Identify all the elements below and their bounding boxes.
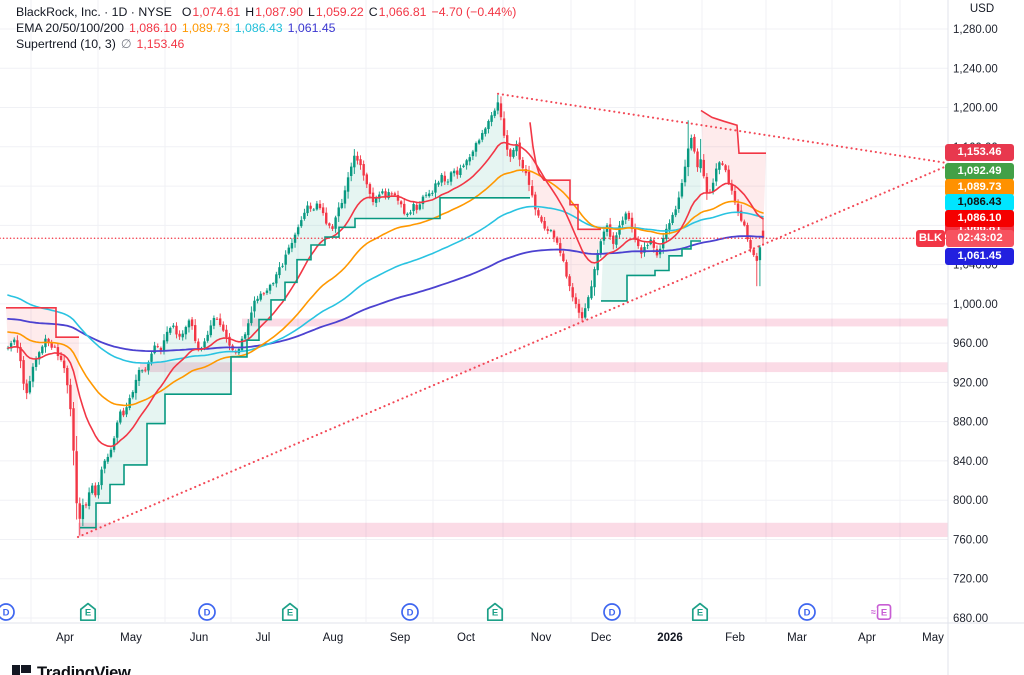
low-value: 1,059.22 [315,5,364,19]
ema50-value: 1,089.73 [181,21,230,35]
month-label-apr: Apr [56,632,74,644]
month-label-mar: Mar [787,632,807,644]
tradingview-logo-icon [12,664,31,675]
price-tick-label: 880.00 [953,417,988,429]
month-label-feb: Feb [725,632,745,644]
symbol-price-badge: BLK [916,229,945,247]
month-label-sep: Sep [390,632,410,644]
dividend-marker-letter: D [3,608,10,619]
dividend-marker[interactable]: D [401,603,419,621]
price-tick-label: 960.00 [953,338,988,350]
earnings-marker-letter: E [492,608,498,619]
supertrend-line-down [529,122,601,231]
price-tick-label: 800.00 [953,495,988,507]
open-value: 1,074.61 [192,5,241,19]
month-label-aug: Aug [323,632,343,644]
close-value: 1,066.81 [378,5,427,19]
chart-legend: BlackRock, Inc. · 1D · NYSE O 1,074.61 H… [16,4,521,52]
high-label: H [245,5,255,19]
ema-label: EMA 20/50/100/200 [16,21,125,35]
dividend-marker-letter: D [407,608,414,619]
symbol-legend-row[interactable]: BlackRock, Inc. · 1D · NYSE O 1,074.61 H… [16,4,521,20]
price-tick-label: 760.00 [953,534,988,546]
dividend-marker[interactable]: D [798,603,816,621]
price-tick-label: 1,280.00 [953,24,998,36]
dividend-marker-letter: D [804,608,811,619]
tradingview-logo[interactable]: TradingView [12,664,131,675]
month-label-2026: 2026 [657,632,683,644]
price-tick-label: 920.00 [953,377,988,389]
price-tick-label: 1,000.00 [953,299,998,311]
ema-legend-row[interactable]: EMA 20/50/100/200 1,086.10 1,089.73 1,08… [16,20,521,36]
month-label-oct: Oct [457,632,476,644]
month-label-dec: Dec [591,632,612,644]
ema200-line [7,235,764,352]
close-label: C [368,5,378,19]
earnings-marker[interactable]: E [79,602,97,622]
support-zone [78,522,948,538]
supertrend-value-badge: 1,153.46 [945,143,1014,161]
earnings-marker-letter: E [697,608,703,619]
approx-icon: ≈ [871,607,876,617]
support-zone [242,318,948,327]
symbol-title: BlackRock, Inc. · 1D · NYSE [16,5,172,19]
hide-icon[interactable]: ∅ [120,37,132,51]
dividend-marker[interactable]: D [198,603,216,621]
candlestick-series [6,94,765,536]
supertrend-line-up [601,240,701,302]
dividend-marker-letter: D [609,608,616,619]
ema50-line [7,169,764,407]
month-label-nov: Nov [531,632,552,644]
dividend-marker-letter: D [204,608,211,619]
price-tick-label: 1,200.00 [953,103,998,115]
supertrend-line-up [80,197,530,529]
change-value: −4.70 (−0.44%) [431,5,517,19]
currency-label: USD [969,3,995,15]
supertrend-legend-row[interactable]: Supertrend (10, 3) ∅ 1,153.46 [16,36,521,52]
ema20-badge: 1,086.10 [945,209,1014,227]
time-axis[interactable] [0,624,948,654]
ascending-support-trendline[interactable] [76,164,948,539]
supertrend-line-down [700,109,766,154]
month-label-may: May [922,632,944,644]
price-tick-label: 840.00 [953,456,988,468]
low-label: L [308,5,315,19]
tradingview-logo-text: TradingView [37,664,131,675]
ema20-value: 1,086.10 [129,21,177,35]
green-level-badge: 1,092.49 [945,162,1014,180]
ema20-line [7,141,764,448]
earnings-marker-letter: E [287,608,293,619]
dividend-marker[interactable]: D [603,603,621,621]
month-label-apr: Apr [858,632,876,644]
earnings-estimate-marker-letter: E [881,608,887,619]
ema200-value: 1,061.45 [287,21,336,35]
price-tick-label: 720.00 [953,574,988,586]
earnings-marker[interactable]: E [486,602,504,622]
earnings-estimate-marker[interactable]: ≈ E [870,603,892,621]
dividend-marker[interactable]: D [0,603,15,621]
supertrend-value: 1,153.46 [136,37,185,51]
ema100-badge: 1,086.43 [945,193,1014,211]
supertrend-label: Supertrend (10, 3) [16,37,116,51]
price-tick-label: 1,240.00 [953,63,998,75]
plot-area[interactable] [0,0,948,622]
ema100-line [7,205,764,364]
high-value: 1,087.90 [255,5,304,19]
earnings-marker-letter: E [85,608,91,619]
bar-countdown-badge: 02:43:02 [946,229,1014,247]
open-label: O [181,5,192,19]
earnings-marker[interactable]: E [281,602,299,622]
ema200-badge: 1,061.45 [945,247,1014,265]
month-label-may: May [120,632,142,644]
supertrend-line-down [6,307,79,338]
ema50-badge: 1,089.73 [945,178,1014,196]
month-label-jun: Jun [190,632,209,644]
earnings-marker[interactable]: E [691,602,709,622]
month-label-jul: Jul [256,632,271,644]
ema100-value: 1,086.43 [234,21,283,35]
price-tick-label: 680.00 [953,613,988,625]
support-zone [140,362,948,373]
